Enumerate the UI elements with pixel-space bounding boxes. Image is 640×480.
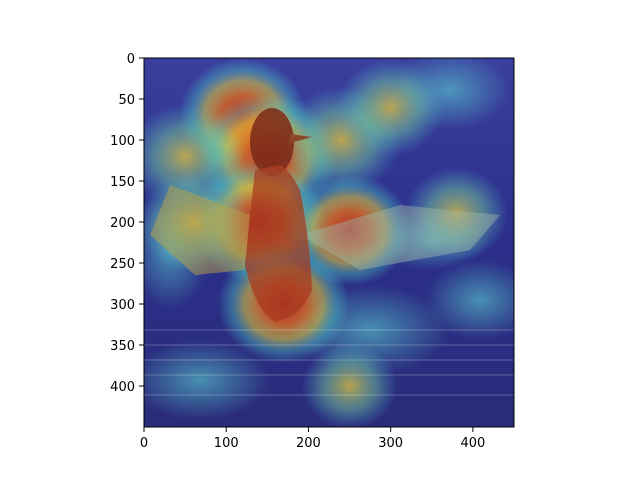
duck-photo-overlay — [150, 108, 500, 322]
water-ripples — [144, 329, 514, 396]
x-tick-label: 300 — [378, 436, 403, 451]
x-tick-label: 200 — [296, 436, 321, 451]
x-tick-label: 0 — [140, 436, 148, 451]
heatmap-cool-region — [144, 340, 270, 420]
y-tick-label: 250 — [110, 257, 135, 272]
x-tick-label: 100 — [214, 436, 239, 451]
y-tick-label: 200 — [110, 216, 135, 231]
y-axis: 0 50 100 150 200 250 300 350 400 — [110, 52, 144, 395]
duck-right-wing — [300, 205, 500, 270]
y-tick-label: 0 — [127, 52, 135, 67]
heatmap-hotspot — [336, 58, 445, 156]
duck-head — [250, 108, 294, 176]
axes-frame — [143, 57, 515, 428]
x-tick-label: 400 — [460, 436, 485, 451]
y-tick-label: 300 — [110, 298, 135, 313]
duck-left-wing — [150, 185, 250, 275]
heatmap-hotspot — [301, 342, 398, 427]
y-tick-label: 50 — [118, 93, 135, 108]
duck-body — [245, 165, 312, 322]
y-tick-label: 350 — [110, 339, 135, 354]
heatmap-hotspot — [404, 167, 509, 261]
plot-area — [144, 58, 514, 427]
y-tick-label: 400 — [110, 380, 135, 395]
heatmap-hotspot — [287, 174, 412, 286]
y-tick-label: 150 — [110, 175, 135, 190]
y-tick-label: 100 — [110, 134, 135, 149]
x-axis: 0 100 200 300 400 — [140, 427, 485, 451]
duck-bill — [290, 134, 312, 143]
